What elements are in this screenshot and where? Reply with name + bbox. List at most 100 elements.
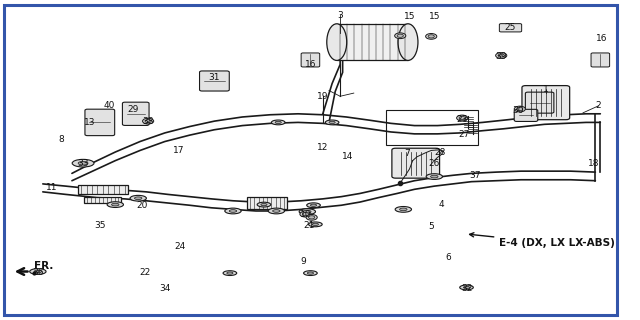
Ellipse shape xyxy=(268,208,285,214)
Text: 27: 27 xyxy=(458,130,470,139)
FancyBboxPatch shape xyxy=(301,53,320,67)
Ellipse shape xyxy=(307,272,314,274)
Ellipse shape xyxy=(399,208,407,211)
Bar xyxy=(247,197,287,209)
Ellipse shape xyxy=(398,24,418,60)
FancyBboxPatch shape xyxy=(200,71,229,91)
Ellipse shape xyxy=(229,210,237,212)
Ellipse shape xyxy=(312,223,319,226)
Ellipse shape xyxy=(431,175,438,178)
Ellipse shape xyxy=(134,197,142,200)
Ellipse shape xyxy=(395,206,412,212)
Ellipse shape xyxy=(498,54,504,57)
Text: 34: 34 xyxy=(159,284,170,292)
Text: 16: 16 xyxy=(596,35,607,44)
Bar xyxy=(337,24,408,60)
Ellipse shape xyxy=(329,121,335,124)
Ellipse shape xyxy=(306,214,317,220)
Text: 33: 33 xyxy=(77,159,89,168)
Ellipse shape xyxy=(78,161,88,165)
Ellipse shape xyxy=(275,121,282,124)
Bar xyxy=(78,185,128,194)
Text: 40: 40 xyxy=(104,101,115,110)
Bar xyxy=(84,197,122,203)
Text: 28: 28 xyxy=(435,148,446,156)
Ellipse shape xyxy=(456,115,468,121)
Text: 8: 8 xyxy=(58,135,64,144)
Ellipse shape xyxy=(308,216,315,219)
FancyBboxPatch shape xyxy=(591,53,610,67)
Ellipse shape xyxy=(302,212,308,216)
Text: 1: 1 xyxy=(543,85,548,94)
Ellipse shape xyxy=(271,120,285,125)
Ellipse shape xyxy=(257,202,271,207)
Ellipse shape xyxy=(143,118,154,124)
Ellipse shape xyxy=(308,222,322,227)
FancyBboxPatch shape xyxy=(525,92,554,113)
Ellipse shape xyxy=(72,159,94,167)
Ellipse shape xyxy=(261,204,267,206)
FancyBboxPatch shape xyxy=(85,109,115,136)
Text: 26: 26 xyxy=(429,159,440,168)
Text: 20: 20 xyxy=(136,201,148,210)
Ellipse shape xyxy=(516,108,523,111)
Ellipse shape xyxy=(426,34,436,39)
Text: E-4 (DX, LX LX-ABS): E-4 (DX, LX LX-ABS) xyxy=(470,233,615,248)
Text: 5: 5 xyxy=(428,222,434,231)
Text: 17: 17 xyxy=(173,146,185,155)
FancyBboxPatch shape xyxy=(514,109,538,122)
FancyBboxPatch shape xyxy=(392,148,440,178)
Text: 35: 35 xyxy=(94,221,106,230)
Ellipse shape xyxy=(459,116,465,120)
Text: 37: 37 xyxy=(469,172,481,180)
Text: 38: 38 xyxy=(142,116,154,126)
Text: 16: 16 xyxy=(305,60,316,69)
Ellipse shape xyxy=(307,203,321,208)
Ellipse shape xyxy=(29,269,46,274)
Text: 12: 12 xyxy=(317,143,328,152)
Bar xyxy=(386,110,477,145)
Ellipse shape xyxy=(327,24,347,60)
Text: 15: 15 xyxy=(429,12,440,21)
Text: 9: 9 xyxy=(300,258,306,267)
Ellipse shape xyxy=(145,120,151,123)
Ellipse shape xyxy=(303,210,311,213)
Text: 22: 22 xyxy=(140,268,150,277)
Text: 3: 3 xyxy=(337,11,343,20)
Text: 11: 11 xyxy=(45,183,57,192)
Ellipse shape xyxy=(225,208,241,214)
Text: 29: 29 xyxy=(127,105,138,114)
Text: 31: 31 xyxy=(209,73,220,82)
Ellipse shape xyxy=(299,209,316,214)
Text: 24: 24 xyxy=(175,242,186,251)
Text: 25: 25 xyxy=(505,23,516,32)
Text: 23: 23 xyxy=(456,115,468,124)
Ellipse shape xyxy=(463,286,470,289)
Text: 6: 6 xyxy=(445,253,451,262)
Text: 36: 36 xyxy=(32,268,44,277)
Ellipse shape xyxy=(310,204,317,206)
Ellipse shape xyxy=(227,272,233,274)
Text: 13: 13 xyxy=(84,118,95,127)
Ellipse shape xyxy=(223,271,237,276)
Text: 7: 7 xyxy=(404,149,410,158)
Ellipse shape xyxy=(514,106,525,112)
Ellipse shape xyxy=(428,35,435,38)
Ellipse shape xyxy=(426,174,442,180)
Text: 19: 19 xyxy=(317,92,328,101)
Text: 15: 15 xyxy=(404,12,415,21)
Ellipse shape xyxy=(303,271,317,276)
Text: 21: 21 xyxy=(303,221,315,230)
Text: FR.: FR. xyxy=(33,261,53,271)
FancyBboxPatch shape xyxy=(122,102,149,125)
Text: 14: 14 xyxy=(342,152,353,161)
Text: 32: 32 xyxy=(461,284,472,292)
Text: 4: 4 xyxy=(439,200,445,209)
Ellipse shape xyxy=(397,34,403,37)
Text: 2: 2 xyxy=(596,101,602,110)
Text: 10: 10 xyxy=(300,210,311,219)
Ellipse shape xyxy=(107,202,124,207)
Ellipse shape xyxy=(130,196,147,201)
Ellipse shape xyxy=(273,210,280,212)
Text: 18: 18 xyxy=(588,159,600,168)
